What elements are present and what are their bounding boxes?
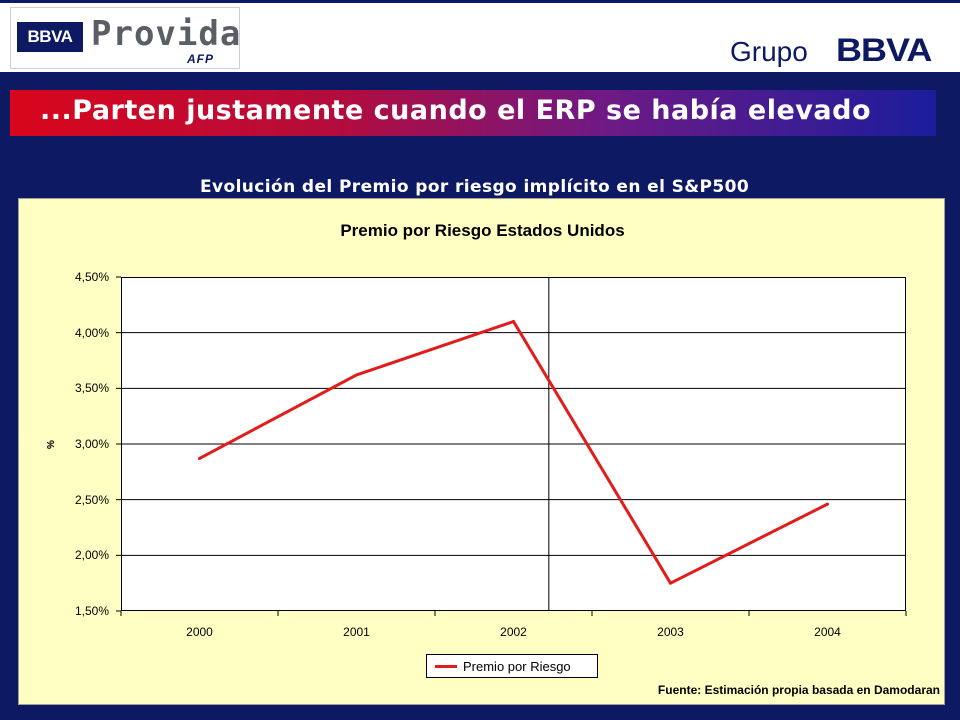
x-tick-label: 2002 bbox=[500, 625, 527, 639]
x-tick-label: 2001 bbox=[343, 625, 370, 639]
chart-svg bbox=[116, 276, 907, 616]
y-tick-label: 1,50% bbox=[74, 604, 109, 618]
legend-swatch bbox=[435, 665, 457, 668]
x-tick-label: 2004 bbox=[814, 625, 841, 639]
y-tick-label: 4,50% bbox=[74, 270, 109, 284]
y-tick-label: 2,50% bbox=[74, 492, 109, 507]
provida-logo: BBVA Provida AFP bbox=[10, 7, 240, 69]
data-point bbox=[198, 456, 201, 460]
data-point bbox=[826, 502, 829, 506]
y-tick-label: 2,00% bbox=[74, 548, 109, 563]
bbva-logo: BBVA bbox=[836, 31, 932, 69]
data-point bbox=[669, 581, 672, 585]
chart-panel: Premio por Riesgo Estados Unidos 4,50% 4,… bbox=[18, 198, 945, 705]
grupo-label: Grupo bbox=[730, 36, 808, 67]
data-point bbox=[512, 320, 515, 324]
provida-bbva-badge: BBVA bbox=[17, 22, 83, 52]
slide-subtitle: Evolución del Premio por riesgo implícit… bbox=[200, 177, 750, 197]
series-line-premio-por-riesgo bbox=[198, 320, 829, 585]
chart-title: Premio por Riesgo Estados Unidos bbox=[340, 221, 625, 240]
legend-label: Premio por Riesgo bbox=[463, 659, 571, 674]
data-point bbox=[355, 373, 358, 377]
legend: Premio por Riesgo bbox=[426, 654, 598, 678]
x-tick-label: 2003 bbox=[657, 625, 684, 639]
y-tick-label: 3,50% bbox=[74, 381, 109, 396]
title-bar: ...Parten justamente cuando el ERP se ha… bbox=[10, 90, 936, 136]
provida-wordmark: Provida bbox=[91, 14, 242, 54]
x-tick-label: 2000 bbox=[186, 625, 213, 639]
y-tick-label: 4,00% bbox=[74, 325, 109, 340]
source-note: Fuente: Estimación propia basada en Damo… bbox=[657, 683, 940, 697]
y-tick-label: 3,00% bbox=[74, 437, 109, 451]
slide-title: ...Parten justamente cuando el ERP se ha… bbox=[40, 95, 872, 126]
afp-wordmark: AFP bbox=[187, 52, 214, 66]
header-bar: BBVA Provida AFP Grupo BBVA bbox=[0, 0, 960, 72]
